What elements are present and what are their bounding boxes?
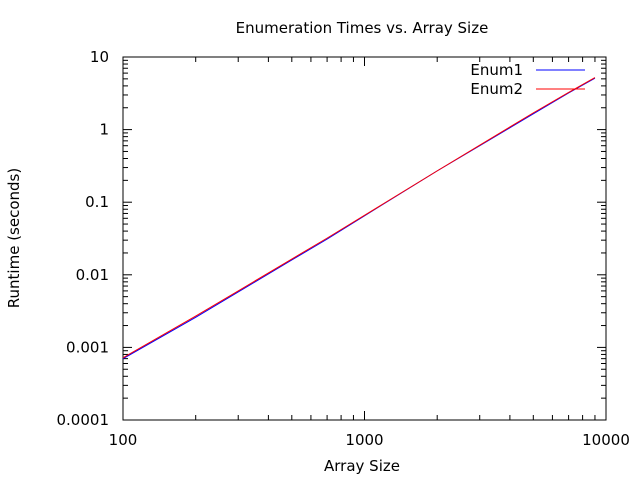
y-tick-label: 1 <box>99 121 109 139</box>
x-axis-label: Array Size <box>324 457 400 475</box>
axis-ticks: 100 1000 10000 0.0001 0.001 0.01 0.1 1 10 <box>57 48 630 449</box>
x-tick-label: 100 <box>109 431 138 449</box>
legend-label-enum2: Enum2 <box>470 80 523 98</box>
legend-label-enum1: Enum1 <box>470 61 523 79</box>
x-tick-label: 1000 <box>345 431 383 449</box>
y-tick-label: 0.001 <box>66 338 109 356</box>
series-line-enum2 <box>122 77 596 359</box>
chart-title: Enumeration Times vs. Array Size <box>236 19 489 37</box>
series-layer <box>122 77 596 360</box>
y-tick-label: 0.0001 <box>57 411 110 429</box>
y-tick-label: 0.01 <box>76 266 109 284</box>
y-tick-label: 10 <box>90 48 109 66</box>
y-axis-label: Runtime (seconds) <box>5 168 23 308</box>
x-tick-label: 10000 <box>582 431 630 449</box>
y-tick-label: 0.1 <box>85 193 109 211</box>
